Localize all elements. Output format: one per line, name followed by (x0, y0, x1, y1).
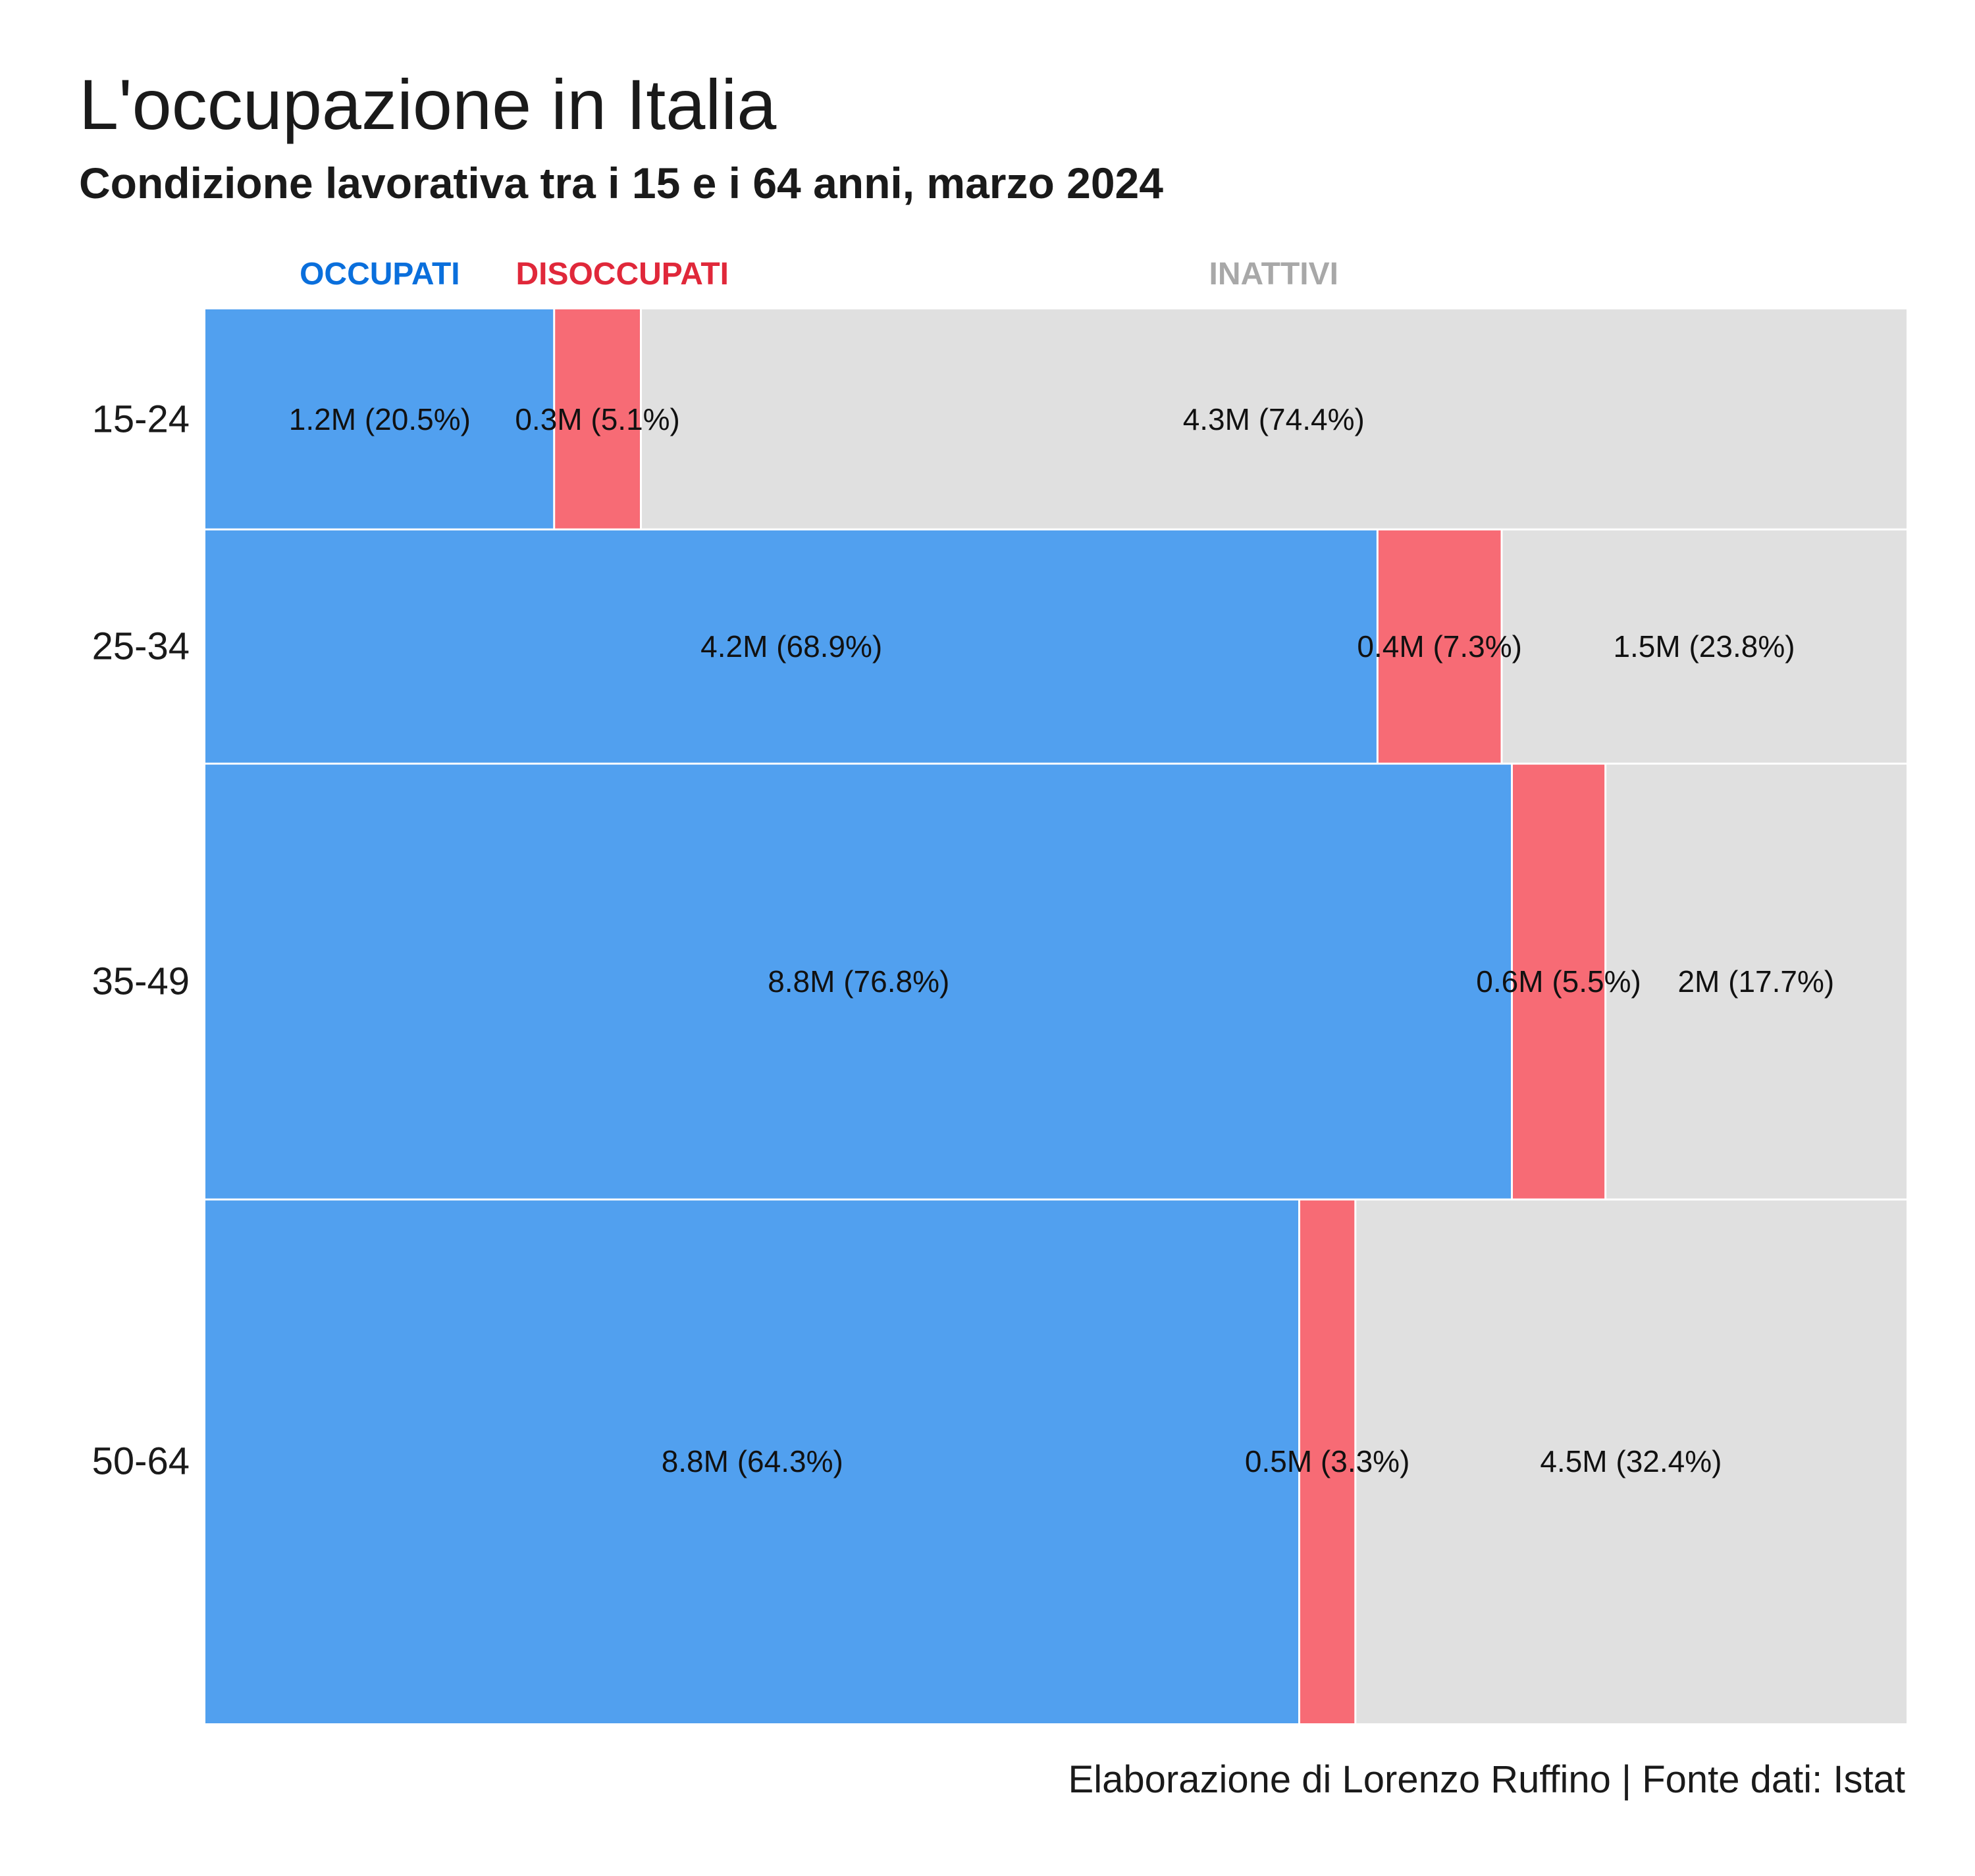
chart-title: L'occupazione in Italia (79, 65, 777, 144)
value-label-15-24-inattivi: 4.3M (74.4%) (1183, 402, 1365, 436)
value-label-15-24-occupati: 1.2M (20.5%) (289, 402, 471, 436)
bar-50-64-disoccupati (1300, 1200, 1355, 1723)
value-label-15-24-disoccupati: 0.3M (5.1%) (515, 402, 680, 436)
bar-50-64-inattivi (1356, 1200, 1907, 1723)
bar-35-49-inattivi (1606, 764, 1907, 1199)
value-label-25-34-inattivi: 1.5M (23.8%) (1613, 629, 1795, 664)
value-labels: 1.2M (20.5%) 0.3M (5.1%) 4.3M (74.4%) 4.2M … (289, 402, 1834, 1478)
value-label-35-49-occupati: 8.8M (76.8%) (768, 964, 949, 999)
value-label-50-64-inattivi: 4.5M (32.4%) (1540, 1444, 1722, 1478)
value-label-50-64-disoccupati: 0.5M (3.3%) (1245, 1444, 1410, 1478)
value-label-35-49-disoccupati: 0.6M (5.5%) (1476, 964, 1641, 999)
bar-25-34-disoccupati (1378, 530, 1501, 763)
bar-35-49-occupati (205, 764, 1512, 1199)
bar-35-49-disoccupati (1513, 764, 1605, 1199)
category-label-occupati: OCCUPATI (300, 257, 460, 292)
row-labels: 15-24 25-34 35-49 50-64 (92, 398, 190, 1483)
value-label-50-64-occupati: 8.8M (64.3%) (662, 1444, 843, 1478)
chart-subtitle: Condizione lavorativa tra i 15 e i 64 an… (79, 159, 1163, 207)
row-label-25-34: 25-34 (92, 625, 190, 668)
bar-50-64-occupati (205, 1200, 1299, 1723)
row-label-15-24: 15-24 (92, 398, 190, 441)
bar-25-34-occupati (205, 530, 1377, 763)
row-label-50-64: 50-64 (92, 1440, 190, 1483)
bar-15-24-occupati (205, 309, 554, 529)
bar-15-24-disoccupati (555, 309, 641, 529)
chart-caption: Elaborazione di Lorenzo Ruffino | Fonte … (1068, 1758, 1905, 1801)
bars (205, 309, 1907, 1723)
value-label-35-49-inattivi: 2M (17.7%) (1677, 964, 1834, 999)
category-labels: OCCUPATI DISOCCUPATI INATTIVI (300, 257, 1338, 292)
category-label-disoccupati: DISOCCUPATI (515, 257, 729, 292)
row-label-35-49: 35-49 (92, 960, 190, 1003)
bar-25-34-inattivi (1502, 530, 1907, 763)
value-label-25-34-disoccupati: 0.4M (7.3%) (1357, 629, 1522, 664)
value-label-25-34-occupati: 4.2M (68.9%) (700, 629, 882, 664)
category-label-inattivi: INATTIVI (1209, 257, 1338, 292)
bar-15-24-inattivi (642, 309, 1907, 529)
